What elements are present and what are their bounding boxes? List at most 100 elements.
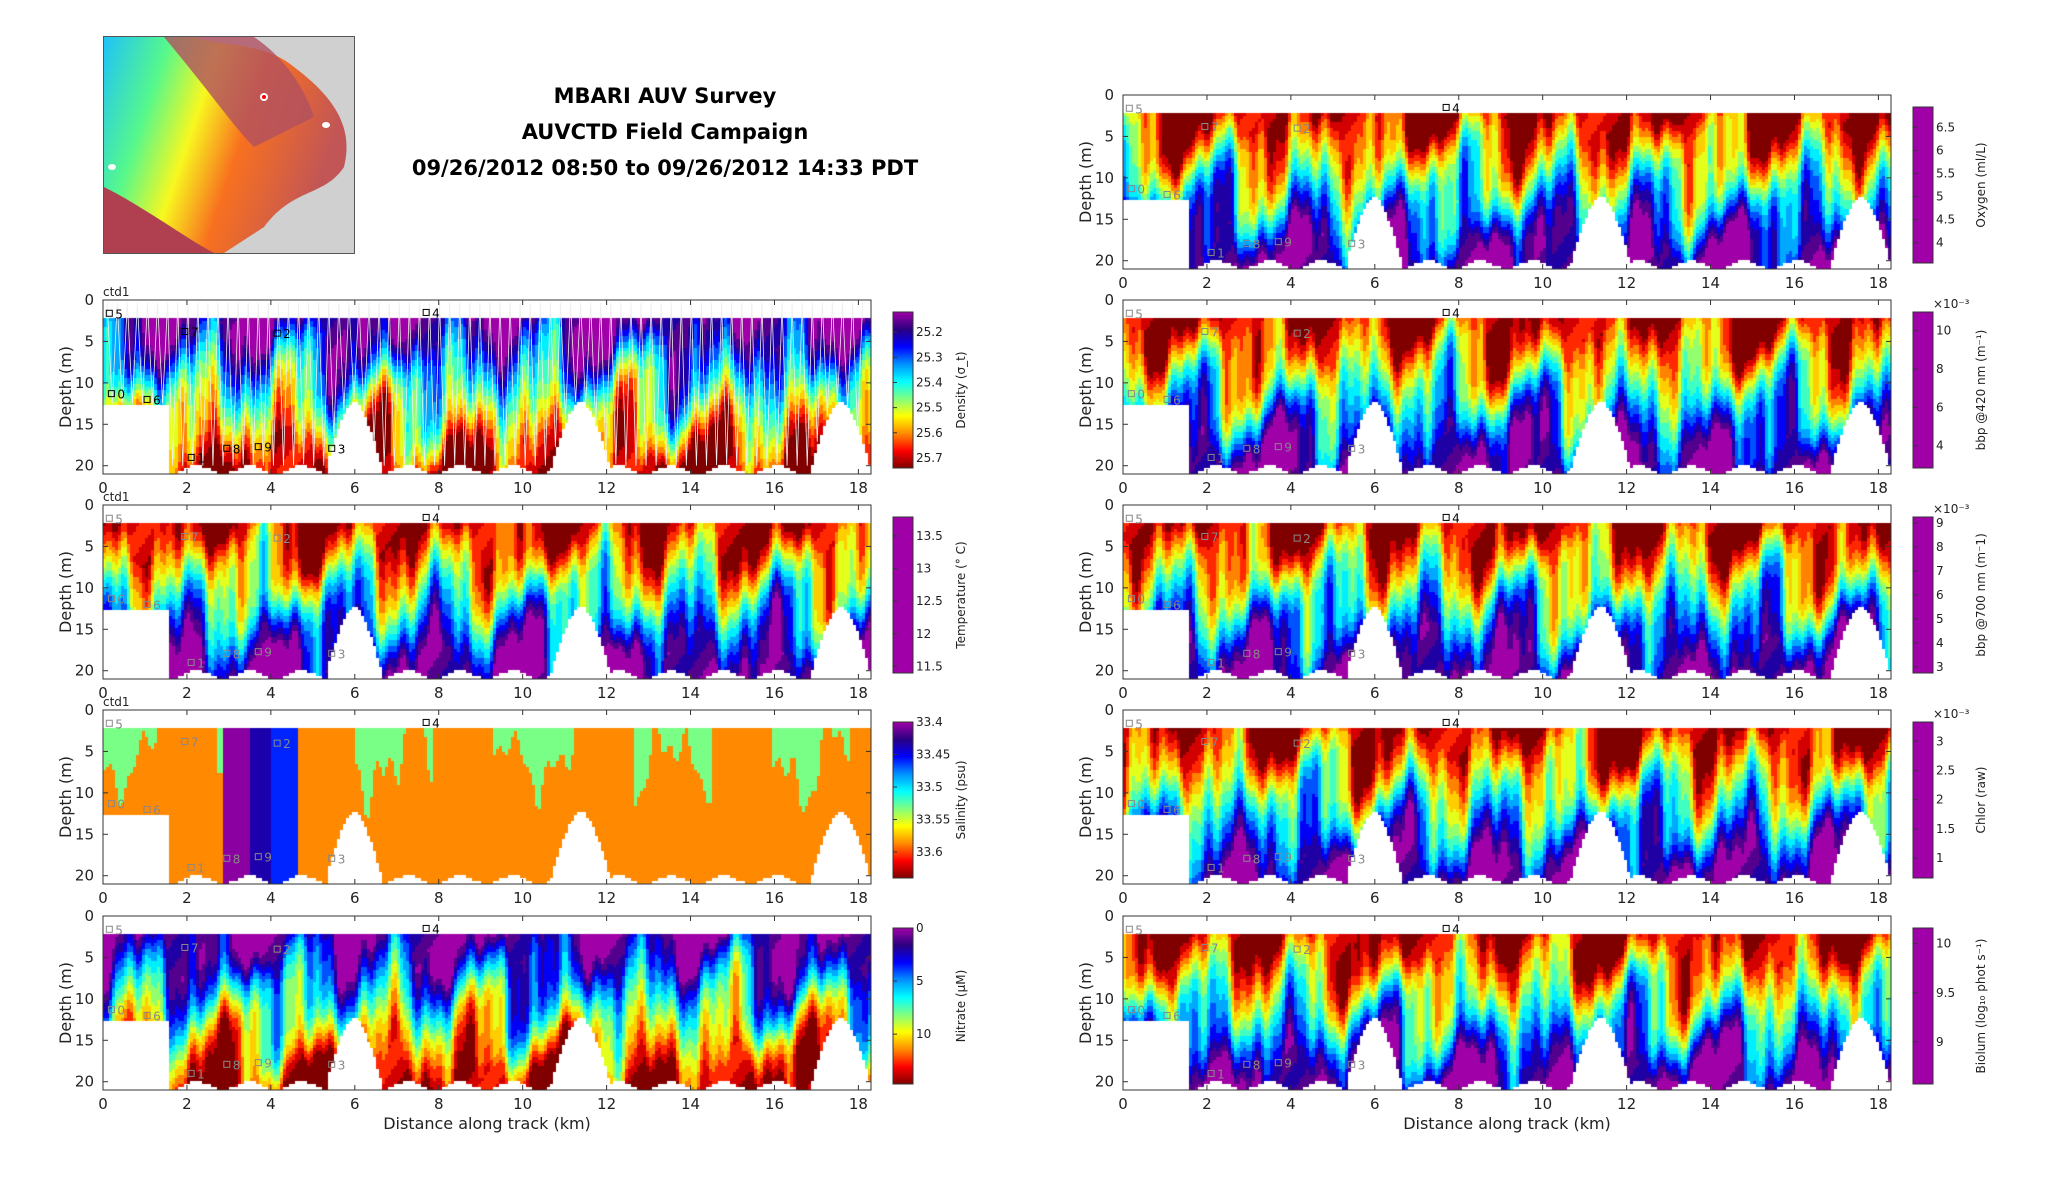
x-tick-label: 18	[849, 889, 868, 907]
x-tick-label: 12	[1617, 274, 1636, 292]
oxygen-section-heatmap	[1123, 95, 1891, 269]
colorbar-tick-label: 0	[916, 921, 924, 935]
x-tick-label: 2	[182, 1095, 192, 1113]
x-tick-label: 12	[1617, 479, 1636, 497]
y-tick-label: 15	[75, 415, 94, 433]
x-tick-label: 0	[1118, 1095, 1128, 1113]
ctd-label: ctd1	[103, 285, 130, 299]
x-tick-label: 12	[597, 889, 616, 907]
y-tick-label: 20	[75, 1073, 94, 1091]
ctd-label: ctd1	[103, 490, 130, 504]
colorbar-exponent: ×10⁻³	[1933, 297, 1970, 311]
y-tick-label: 20	[1095, 252, 1114, 270]
y-tick-label: 15	[75, 1031, 94, 1049]
x-tick-label: 0	[98, 479, 108, 497]
y-tick-label: 20	[75, 662, 94, 680]
x-tick-label: 10	[1533, 1095, 1552, 1113]
x-tick-label: 4	[1286, 684, 1296, 702]
x-tick-label: 10	[513, 1095, 532, 1113]
x-tick-label: 6	[1370, 479, 1380, 497]
x-tick-label: 12	[1617, 1095, 1636, 1113]
x-tick-label: 14	[1701, 274, 1720, 292]
x-tick-label: 14	[681, 889, 700, 907]
y-tick-label: 10	[75, 784, 94, 802]
colorbar-tick-label: 1	[1936, 851, 1944, 865]
y-tick-label: 10	[75, 579, 94, 597]
x-tick-label: 4	[266, 684, 276, 702]
y-tick-label: 15	[1095, 210, 1114, 228]
y-tick-label: 10	[1095, 784, 1114, 802]
y-tick-label: 10	[1095, 374, 1114, 392]
x-tick-label: 2	[182, 684, 192, 702]
colorbar-tick-label: 6.5	[1936, 120, 1955, 134]
x-tick-label: 2	[1202, 889, 1212, 907]
colorbar-label: Chlor (raw)	[1974, 767, 1988, 834]
colorbar-tick-label: 2	[1936, 793, 1944, 807]
y-axis-label: Depth (m)	[56, 346, 75, 428]
y-tick-label: 0	[84, 291, 94, 309]
x-tick-label: 0	[1118, 889, 1128, 907]
x-tick-label: 16	[765, 479, 784, 497]
biolum-colorbar	[1912, 927, 1934, 1085]
colorbar-tick-label: 7	[1936, 564, 1944, 578]
temperature-colorbar	[892, 516, 914, 674]
x-tick-label: 8	[1454, 1095, 1464, 1113]
x-tick-label: 8	[434, 684, 444, 702]
colorbar-exponent: ×10⁻³	[1933, 707, 1970, 721]
x-tick-label: 12	[597, 684, 616, 702]
salinity-colorbar	[892, 721, 914, 879]
y-tick-label: 15	[75, 620, 94, 638]
nitrate-colorbar	[892, 927, 914, 1085]
y-tick-label: 5	[84, 537, 94, 555]
colorbar-tick-label: 4	[1936, 636, 1944, 650]
x-tick-label: 12	[597, 1095, 616, 1113]
colorbar-tick-label: 8	[1936, 540, 1944, 554]
x-tick-label: 6	[1370, 274, 1380, 292]
x-tick-label: 18	[1869, 479, 1888, 497]
y-tick-label: 10	[75, 374, 94, 392]
x-tick-label: 16	[765, 684, 784, 702]
x-tick-label: 0	[98, 684, 108, 702]
colorbar-tick-label: 9	[1936, 516, 1944, 530]
colorbar-tick-label: 25.4	[916, 375, 943, 389]
density-colorbar	[892, 311, 914, 469]
y-tick-label: 0	[84, 907, 94, 925]
colorbar-label: Oxygen (ml/L)	[1974, 142, 1988, 227]
x-tick-label: 16	[765, 1095, 784, 1113]
colorbar-tick-label: 11.5	[916, 659, 943, 673]
colorbar-tick-label: 25.3	[916, 350, 943, 364]
colorbar-tick-label: 33.45	[916, 748, 950, 762]
x-tick-label: 18	[849, 1095, 868, 1113]
y-tick-label: 15	[75, 825, 94, 843]
y-tick-label: 0	[1104, 291, 1114, 309]
x-tick-label: 10	[513, 479, 532, 497]
x-tick-label: 8	[1454, 274, 1464, 292]
x-tick-label: 6	[350, 889, 360, 907]
colorbar-label: bbp @700 nm (m⁻1)	[1974, 533, 1988, 657]
y-tick-label: 5	[1104, 742, 1114, 760]
y-tick-label: 20	[1095, 457, 1114, 475]
y-axis-label: Depth (m)	[56, 962, 75, 1044]
y-tick-label: 5	[84, 742, 94, 760]
x-tick-label: 2	[182, 889, 192, 907]
x-tick-label: 8	[1454, 889, 1464, 907]
colorbar-tick-label: 13	[916, 562, 931, 576]
colorbar-tick-label: 5.5	[1936, 166, 1955, 180]
x-tick-label: 18	[1869, 1095, 1888, 1113]
density-section-heatmap	[103, 300, 871, 474]
x-tick-label: 4	[266, 1095, 276, 1113]
x-tick-label: 2	[1202, 479, 1212, 497]
x-tick-label: 16	[1785, 274, 1804, 292]
x-axis-label: Distance along track (km)	[1403, 1114, 1611, 1133]
x-tick-label: 0	[1118, 274, 1128, 292]
chlor-colorbar	[1912, 721, 1934, 879]
x-tick-label: 14	[681, 479, 700, 497]
x-tick-label: 16	[1785, 684, 1804, 702]
bbp700-colorbar	[1912, 516, 1934, 674]
y-tick-label: 10	[1095, 579, 1114, 597]
salinity-section-heatmap	[103, 710, 871, 884]
colorbar-tick-label: 25.6	[916, 426, 943, 440]
temperature-section-heatmap	[103, 505, 871, 679]
colorbar-tick-label: 33.6	[916, 845, 943, 859]
colorbar-tick-label: 4.5	[1936, 213, 1955, 227]
